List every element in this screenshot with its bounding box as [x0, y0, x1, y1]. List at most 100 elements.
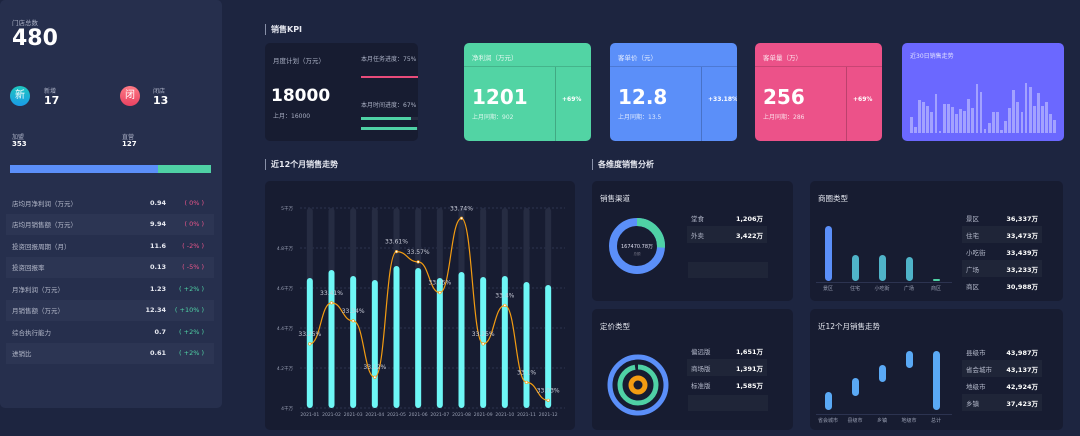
trend-30-bar: [1045, 102, 1048, 133]
metric-row: 投资回报率 0.13 ( -5% ): [6, 256, 214, 278]
kpi-card-label: 客单价（元）: [610, 43, 737, 67]
ratio-label: 33.4%: [495, 292, 514, 299]
table-row: 堂食 1,206万: [687, 209, 767, 226]
y-tick-label: 4.8千万: [277, 245, 294, 252]
row-value: 43,987万: [1006, 348, 1038, 357]
metric-row: 月销售额（万元） 12.34 ( +10% ): [6, 299, 214, 321]
trend-30-bar: [1024, 83, 1028, 133]
trend-30-bar: [987, 122, 991, 133]
ratio-point: [459, 216, 464, 220]
trend-section-title: 近12个月销售走势: [265, 159, 338, 170]
metric-row: 月净利润（万元） 1.23 ( +2% ): [6, 278, 214, 299]
ratio-point: [308, 342, 312, 346]
new-label: 新增: [44, 88, 57, 95]
task-progress-bar: [361, 76, 418, 78]
trend-30-bar: [930, 111, 934, 133]
franchise-segment: [10, 165, 158, 173]
kpi-section-title: 销售KPI: [265, 24, 302, 35]
ratio-point: [351, 319, 355, 323]
trend-30-bar: [1036, 92, 1040, 133]
metric-value: 9.94: [149, 220, 166, 228]
ratio-label: 33.25%: [298, 331, 321, 338]
trend-30-bar: [975, 83, 979, 133]
x-tick-label: 2021-01: [300, 412, 319, 418]
metric-label: 店均月净利润（万元）: [12, 199, 77, 208]
row-label: 县级市: [966, 348, 986, 357]
metric-row: 投资回报周期（月） 11.6 ( -2% ): [6, 235, 214, 256]
monthly-sales-chart-svg: 4千万 4.2千万 4.4千万 4.6千万 4.8千万 5千万 2021-01 2021-02…: [277, 205, 565, 418]
franchise-direct-ratio-bar: [10, 165, 211, 173]
y-tick-label: 5千万: [281, 205, 293, 212]
city-axis-label: 省会城市: [817, 418, 839, 424]
metric-label: 进销比: [12, 350, 32, 358]
ratio-point: [438, 291, 442, 295]
ratio-point: [524, 380, 529, 384]
metric-row: 综合执行能力 0.7 ( +2% ): [6, 321, 214, 342]
sales-bar: [393, 266, 400, 408]
district-title: 商圈类型: [818, 194, 848, 203]
table-row: 景区 36,337万: [962, 209, 1042, 226]
trend-30-bar: [1016, 102, 1020, 133]
row-value: 1,206万: [735, 214, 763, 223]
row-label: 省会城市: [966, 365, 992, 374]
new-value: 17: [44, 94, 60, 107]
ring-remote: [607, 354, 669, 416]
district-panel: 商圈类型 景区 住宅 小吃街 广场 商区 景区 36,337万 住宅 33,473万 小吃街 33…: [810, 181, 1063, 301]
sales-bar: [436, 278, 443, 408]
direct-value: 127: [122, 140, 137, 148]
metric-value: 12.34: [145, 306, 166, 314]
table-row: 地级市 42,924万: [962, 377, 1042, 394]
city-bar: [825, 392, 832, 410]
pricing-panel: 定价类型 偏远版 1,651万 商场版 1,391万 标准版 1,585万: [592, 309, 793, 430]
metric-row: 店均月净利润（万元） 0.94 ( 0% ): [6, 192, 214, 213]
table-row: 商区 30,988万: [962, 277, 1042, 294]
trend-30-bar: [1020, 111, 1024, 133]
x-tick-label: 2021-09: [474, 412, 493, 418]
metric-label: 月销售额（万元）: [12, 307, 64, 315]
dims-section-title: 各维度销售分析: [592, 159, 654, 170]
y-tick-label: 4.4千万: [277, 325, 294, 332]
trend-30-bar: [979, 92, 983, 133]
district-bar: [852, 254, 859, 281]
metric-label: 月净利润（万元）: [12, 285, 64, 294]
x-tick-label: 2021-11: [517, 412, 536, 418]
district-bar: [879, 255, 886, 281]
trend-30-label: 近30日销售走势: [910, 53, 954, 60]
trend-30-bar: [934, 93, 938, 133]
trend-30-bar: [1004, 121, 1007, 133]
ratio-label: 33.45%: [428, 280, 451, 287]
plan-label: 月度计划（万元）: [273, 57, 325, 65]
monthly-plan-card: 月度计划（万元） 18000 上月：16000 本月任务进度：75% 本月时间进…: [265, 43, 418, 141]
y-tick-label: 4.6千万: [277, 285, 294, 292]
table-row: 县级市 43,987万: [962, 343, 1042, 360]
row-label: 乡镇: [966, 399, 979, 408]
pricing-table: 偏远版 1,651万 商场版 1,391万 标准版 1,585万: [687, 342, 767, 393]
trend-30-bar: [1041, 105, 1044, 133]
metric-value: 0.94: [149, 198, 166, 207]
city-panel: 近12个月销售走势 省会城市 县级市 乡镇 地级市 总计 县级市 43,987万 省会城市 4…: [810, 309, 1063, 430]
ratio-point: [481, 342, 485, 346]
district-table: 景区 36,337万 住宅 33,473万 小吃街 33,439万 广场 33,233万 商区 3…: [962, 209, 1042, 294]
trend-30-days-card: 近30日销售走势: [902, 43, 1064, 141]
channel-empty-row: [688, 262, 768, 278]
ring-standard: [628, 375, 648, 395]
trend-30-bar: [991, 111, 995, 133]
city-axis-label: 乡镇: [876, 418, 888, 424]
city-table: 县级市 43,987万 省会城市 43,137万 地级市 42,924万 乡镇 37,423万: [962, 343, 1042, 411]
sales-bar: [501, 276, 508, 408]
metric-value: 0.7: [154, 327, 166, 336]
trend-30-bar: [914, 126, 917, 133]
ratio-point: [373, 375, 377, 379]
table-row: 商场版 1,391万: [687, 359, 767, 376]
sales-channel-panel: 销售渠道 167470.78万 总额 堂食 1,206万 外卖 3,422万: [592, 181, 793, 301]
district-axis-label: 小吃街: [874, 286, 890, 292]
trend-30-bar: [922, 101, 926, 133]
kpi-card: 净利润（万元） 1201 上月同期：902 +69%: [464, 43, 591, 141]
kpi-card-sub: 上月同期：902: [472, 114, 514, 121]
ratio-point: [329, 301, 334, 305]
new-store-icon: 新: [10, 86, 30, 106]
table-row: 广场 33,233万: [962, 260, 1042, 277]
franchise-value: 353: [12, 140, 27, 148]
ratio-label: 33.74%: [450, 205, 473, 212]
time-progress-label: 本月时间进度：67%: [361, 102, 417, 109]
